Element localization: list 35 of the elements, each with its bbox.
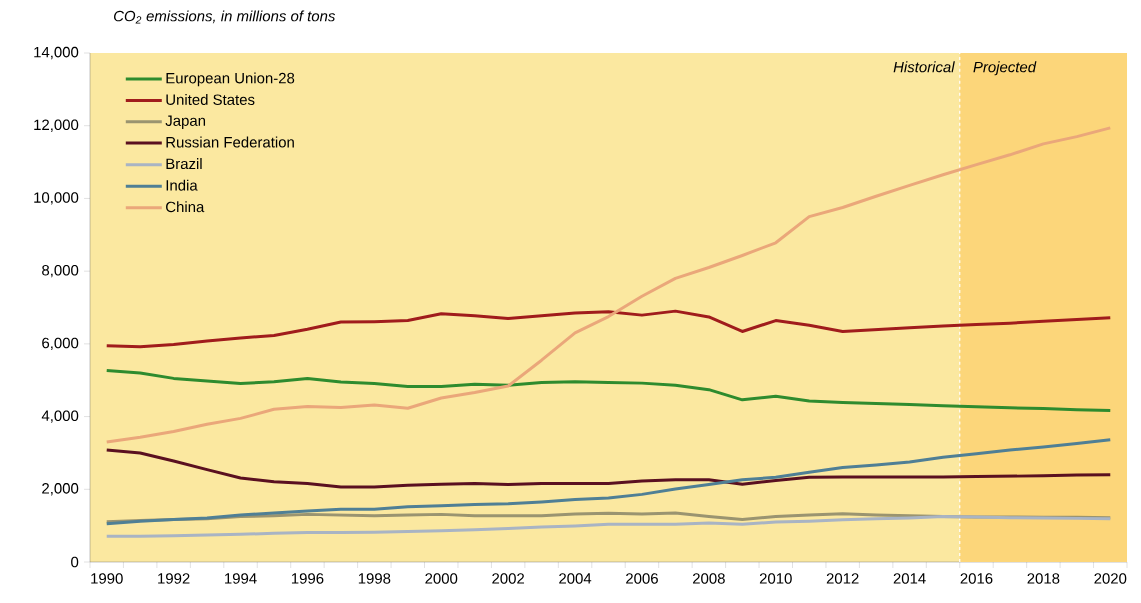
line-series xyxy=(105,438,1112,526)
band-label: Projected xyxy=(973,61,1037,76)
chart-title: CO$_{2}$ emissions, in millions of tons xyxy=(114,10,336,24)
x-tick-label: 1992 xyxy=(158,573,190,584)
x-tick-label: 2014 xyxy=(893,573,926,584)
legend-label: United States xyxy=(166,94,255,105)
legend-label: European Union-28 xyxy=(166,72,295,87)
y-tick-label: 12,000 xyxy=(34,119,79,132)
y-tick-label: 0 xyxy=(71,556,79,568)
y-tick-label: 14,000 xyxy=(34,46,79,60)
x-tick-label: 2012 xyxy=(826,573,859,584)
x-tick-label: 2018 xyxy=(1027,573,1060,584)
legend-label: China xyxy=(166,201,205,213)
x-tick-label: 1990 xyxy=(91,573,123,584)
x-tick-label: 2020 xyxy=(1094,573,1127,584)
x-tick-label: 2010 xyxy=(759,573,792,584)
x-tick-label: 1994 xyxy=(225,573,257,584)
x-tick-label: 2008 xyxy=(692,573,725,584)
x-tick-label: 1998 xyxy=(358,573,391,584)
y-tick-label: 6,000 xyxy=(42,337,79,351)
y-tick-label: 8,000 xyxy=(42,264,79,278)
legend-label: Japan xyxy=(165,115,206,129)
legend-label: Brazil xyxy=(166,158,202,170)
legend-label: Russian Federation xyxy=(166,136,294,148)
y-tick-label: 10,000 xyxy=(34,192,79,205)
x-tick-label: 2002 xyxy=(492,573,525,584)
x-tick-label: 2000 xyxy=(425,573,458,584)
ref-line-label: Historical xyxy=(893,61,955,73)
y-tick-label: 4,000 xyxy=(41,410,79,423)
y-tick-label: 2,000 xyxy=(42,483,79,496)
legend-label: India xyxy=(166,179,198,191)
x-tick-label: 1996 xyxy=(291,573,324,584)
x-tick-label: 2016 xyxy=(960,573,993,584)
x-tick-label: 2004 xyxy=(559,573,592,584)
x-tick-label: 2006 xyxy=(626,573,658,584)
